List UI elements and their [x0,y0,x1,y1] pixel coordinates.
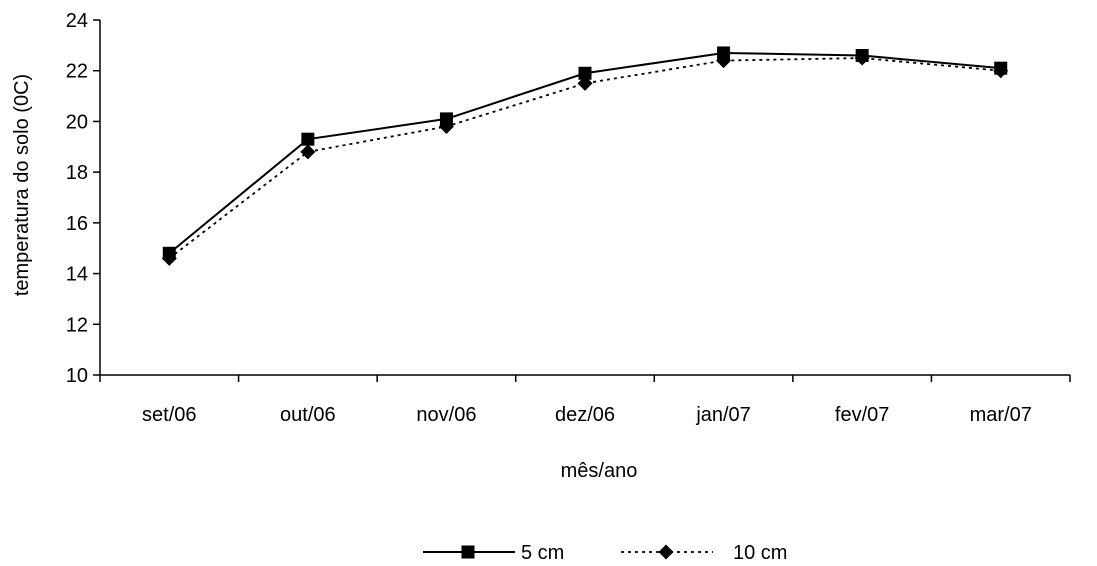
data-point [717,46,731,60]
data-point [994,61,1008,75]
legend-item: 10 cm [621,542,787,564]
legend: 5 cm 10 cm [423,542,787,564]
legend-item: 5 cm [423,542,564,564]
x-tick-label: fev/07 [835,404,889,426]
x-ticks: set/06 out/06 nov/06 dez/06 jan/07 fev/07 mar/… [99,375,1071,426]
y-tick-label: 18 [66,162,88,184]
x-tick-label: out/06 [280,404,336,426]
x-tick-label: dez/06 [555,404,615,426]
y-ticks: 10 12 14 16 18 20 22 24 [66,10,100,387]
data-point [300,144,316,160]
data-point [439,112,453,126]
x-tick-label: jan/07 [695,404,751,426]
y-axis: 10 12 14 16 18 20 22 24 [66,10,101,387]
legend-marker [658,544,674,560]
legend-label: 10 cm [733,542,787,564]
y-tick-label: 14 [66,264,88,286]
y-tick-label: 12 [66,314,88,336]
x-axis: set/06 out/06 nov/06 dez/06 jan/07 fev/07 mar/… [99,374,1071,426]
y-axis-title: temperatura do solo (0C) [11,74,33,296]
series-layer [161,46,1009,266]
legend-marker [461,545,475,559]
y-tick-label: 24 [66,10,88,32]
x-tick-label: nov/06 [416,404,476,426]
legend-label: 5 cm [521,542,564,564]
y-tick-label: 20 [66,111,88,133]
y-tick-label: 16 [66,213,88,235]
data-point [855,49,869,62]
series-0 [162,46,1008,260]
y-tick-label: 10 [66,365,88,387]
data-point [162,246,176,260]
x-tick-label: mar/07 [970,404,1032,426]
x-axis-title: mês/ano [561,460,638,482]
y-tick-label: 22 [66,61,88,83]
series-1 [161,50,1009,266]
data-point [301,132,315,146]
x-tick-label: set/06 [142,404,196,426]
data-point [578,66,592,80]
